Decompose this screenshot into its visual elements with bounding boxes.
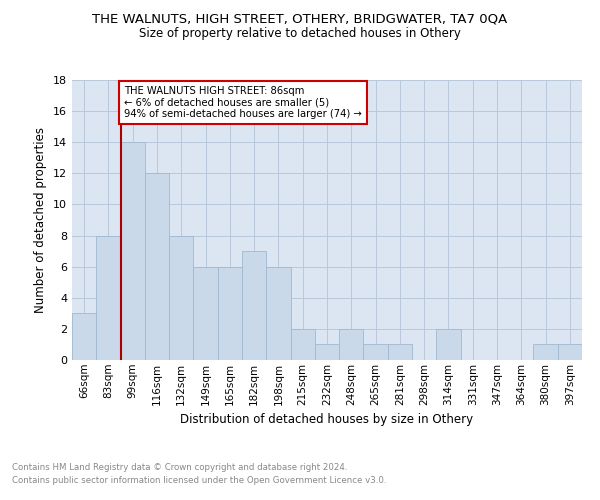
Bar (315, 344, 339, 360)
Bar (96, 236, 121, 360)
Bar (339, 329, 364, 360)
Bar (364, 344, 388, 360)
Bar (193, 266, 218, 360)
Y-axis label: Number of detached properties: Number of detached properties (34, 127, 47, 313)
Text: Contains HM Land Registry data © Crown copyright and database right 2024.: Contains HM Land Registry data © Crown c… (12, 464, 347, 472)
Text: Contains public sector information licensed under the Open Government Licence v3: Contains public sector information licen… (12, 476, 386, 485)
Bar (388, 344, 412, 360)
Bar (121, 142, 145, 360)
Bar (72, 314, 96, 360)
X-axis label: Distribution of detached houses by size in Othery: Distribution of detached houses by size … (181, 413, 473, 426)
Bar (290, 329, 315, 360)
Bar (558, 344, 582, 360)
Bar (266, 266, 290, 360)
Bar (242, 251, 266, 360)
Bar (169, 236, 193, 360)
Bar (533, 344, 558, 360)
Bar (145, 174, 169, 360)
Text: THE WALNUTS, HIGH STREET, OTHERY, BRIDGWATER, TA7 0QA: THE WALNUTS, HIGH STREET, OTHERY, BRIDGW… (92, 12, 508, 26)
Text: THE WALNUTS HIGH STREET: 86sqm
← 6% of detached houses are smaller (5)
94% of se: THE WALNUTS HIGH STREET: 86sqm ← 6% of d… (124, 86, 362, 120)
Bar (436, 329, 461, 360)
Bar (218, 266, 242, 360)
Text: Size of property relative to detached houses in Othery: Size of property relative to detached ho… (139, 28, 461, 40)
